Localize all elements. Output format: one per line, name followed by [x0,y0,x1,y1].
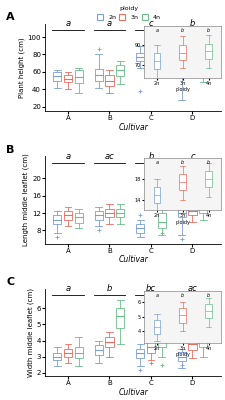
Bar [135,348,144,358]
X-axis label: Cultivar: Cultivar [118,388,148,396]
Bar [116,209,124,218]
Text: C: C [6,277,14,287]
Bar [146,174,154,191]
Bar [146,40,154,59]
Bar [53,72,61,81]
Text: a: a [65,152,70,161]
Bar [177,209,185,218]
Bar [74,347,83,358]
Text: A: A [6,12,15,22]
Bar [187,56,196,68]
X-axis label: Cultivar: Cultivar [118,255,148,264]
Text: a: a [106,19,112,28]
Text: ac: ac [104,152,114,161]
Legend: 2n, 3n, 4n: 2n, 3n, 4n [94,4,162,22]
Text: b: b [106,284,112,293]
Bar [198,56,207,72]
Bar [53,215,61,224]
Text: ac: ac [187,284,196,293]
Bar [105,337,113,347]
Bar [135,53,144,62]
Bar [177,352,185,362]
Bar [116,308,124,328]
Bar [198,337,207,347]
Bar [105,209,113,218]
Bar [64,211,72,220]
Bar [64,348,72,357]
Text: B: B [6,145,15,155]
Text: b: b [148,152,153,161]
Text: c: c [148,19,153,28]
Y-axis label: Width middle leaflet (cm): Width middle leaflet (cm) [27,288,34,377]
Text: b: b [189,19,194,28]
Bar [198,204,207,213]
Text: c: c [189,152,194,161]
Text: a: a [65,284,70,293]
Bar [94,211,102,220]
Bar [74,213,83,223]
Text: bc: bc [145,284,155,293]
Bar [116,65,124,76]
Bar [187,339,196,350]
Bar [94,345,102,355]
X-axis label: Cultivar: Cultivar [118,123,148,132]
Bar [53,354,61,360]
Bar [146,342,154,354]
Bar [157,213,165,228]
Text: a: a [65,19,70,28]
Bar [177,56,185,76]
Y-axis label: Plant height (cm): Plant height (cm) [18,37,25,98]
Bar [74,70,83,83]
Bar [157,50,165,63]
Bar [187,206,196,215]
Bar [135,224,144,233]
Bar [94,69,102,81]
Bar [105,74,113,86]
Bar [64,74,72,82]
Y-axis label: Length middle leaflet (cm): Length middle leaflet (cm) [23,154,29,246]
Bar [157,337,165,347]
